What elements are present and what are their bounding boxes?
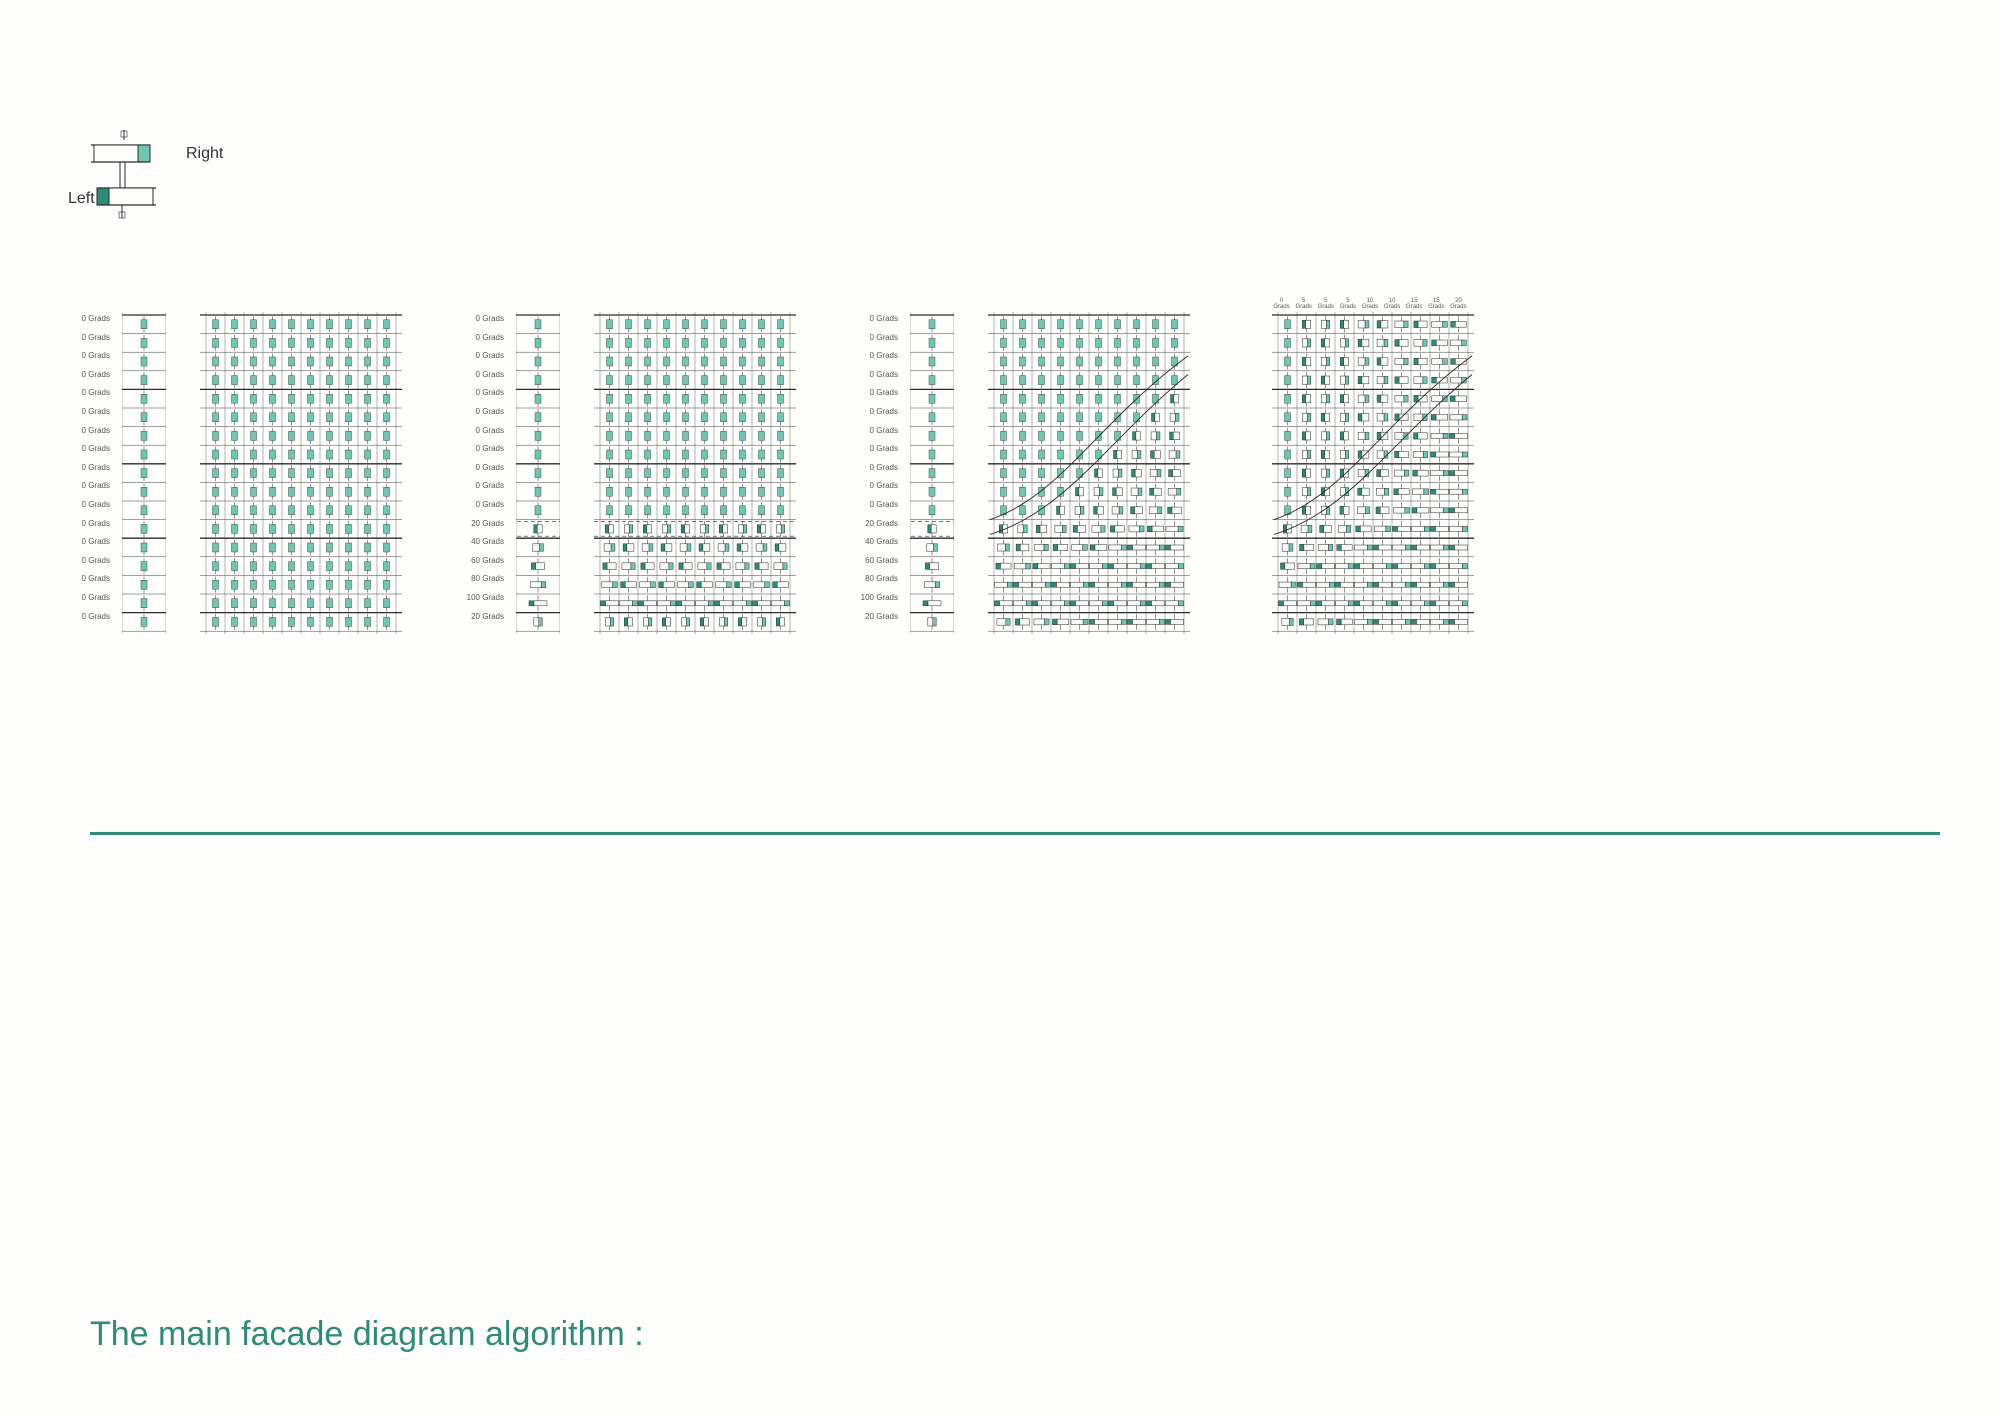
row-label: 0 Grads	[462, 366, 504, 385]
row-label: 60 Grads	[856, 552, 898, 571]
row-label: 0 Grads	[462, 329, 504, 348]
row-label: 0 Grads	[462, 496, 504, 515]
row-label: 0 Grads	[68, 552, 110, 571]
page: Right Left 0 Grads0 Grads0 Grads0 Grads0…	[0, 0, 2000, 1414]
row-label: 0 Grads	[68, 440, 110, 459]
row-label: 0 Grads	[68, 347, 110, 366]
top-labels: 0 Grads5 Grads5 Grads5 Grads10 Grads10 G…	[1272, 298, 1468, 310]
row-labels: 0 Grads0 Grads0 Grads0 Grads0 Grads0 Gra…	[68, 310, 110, 626]
row-label: 0 Grads	[68, 570, 110, 589]
top-label: 15 Grads	[1427, 298, 1446, 310]
row-label: 0 Grads	[462, 403, 504, 422]
top-label: 15 Grads	[1405, 298, 1424, 310]
row-label: 0 Grads	[462, 459, 504, 478]
legend-left-label: Left	[68, 190, 95, 208]
top-label: 5 Grads	[1338, 298, 1357, 310]
legend-right-label: Right	[186, 145, 223, 163]
row-label: 0 Grads	[68, 477, 110, 496]
facade-large	[594, 310, 796, 640]
row-label: 0 Grads	[856, 459, 898, 478]
row-label: 0 Grads	[856, 310, 898, 329]
facade-large	[200, 310, 402, 640]
top-label: 10 Grads	[1383, 298, 1402, 310]
row-label: 80 Grads	[856, 570, 898, 589]
row-label: 0 Grads	[68, 496, 110, 515]
page-title: The main facade diagram algorithm :	[90, 1315, 644, 1354]
top-label: 5 Grads	[1316, 298, 1335, 310]
row-label: 100 Grads	[856, 589, 898, 608]
facade-large	[1272, 310, 1474, 640]
row-label: 0 Grads	[68, 533, 110, 552]
row-label: 0 Grads	[856, 496, 898, 515]
row-label: 0 Grads	[856, 477, 898, 496]
row-label: 20 Grads	[462, 515, 504, 534]
facade-group: 0 Grads0 Grads0 Grads0 Grads0 Grads0 Gra…	[68, 310, 402, 640]
row-label: 0 Grads	[856, 366, 898, 385]
row-labels: 0 Grads0 Grads0 Grads0 Grads0 Grads0 Gra…	[856, 310, 898, 626]
row-label: 0 Grads	[68, 422, 110, 441]
row-label: 20 Grads	[462, 608, 504, 627]
facade-mini	[122, 310, 166, 640]
row-label: 0 Grads	[856, 384, 898, 403]
top-label: 0 Grads	[1272, 298, 1291, 310]
row-label: 20 Grads	[856, 608, 898, 627]
row-label: 0 Grads	[68, 366, 110, 385]
row-label: 0 Grads	[462, 422, 504, 441]
facade-group: 0 Grads0 Grads0 Grads0 Grads0 Grads0 Gra…	[462, 310, 796, 640]
top-label: 5 Grads	[1294, 298, 1313, 310]
top-label: 20 Grads	[1449, 298, 1468, 310]
facade-mini	[516, 310, 560, 640]
row-label: 0 Grads	[856, 440, 898, 459]
row-label: 0 Grads	[856, 403, 898, 422]
row-label: 40 Grads	[856, 533, 898, 552]
row-label: 0 Grads	[68, 384, 110, 403]
row-label: 0 Grads	[462, 384, 504, 403]
row-label: 0 Grads	[462, 477, 504, 496]
row-label: 100 Grads	[462, 589, 504, 608]
row-label: 0 Grads	[462, 440, 504, 459]
row-label: 0 Grads	[68, 459, 110, 478]
row-label: 0 Grads	[68, 310, 110, 329]
facade-group: 0 Grads0 Grads0 Grads0 Grads0 Grads0 Gra…	[856, 310, 1190, 640]
row-label: 60 Grads	[462, 552, 504, 571]
row-labels: 0 Grads0 Grads0 Grads0 Grads0 Grads0 Gra…	[462, 310, 504, 626]
row-label: 0 Grads	[68, 329, 110, 348]
row-label: 40 Grads	[462, 533, 504, 552]
legend: Right Left	[70, 130, 180, 230]
facade-group: 0 Grads5 Grads5 Grads5 Grads10 Grads10 G…	[1250, 310, 1474, 640]
row-label: 20 Grads	[856, 515, 898, 534]
row-label: 0 Grads	[856, 329, 898, 348]
facade-mini	[910, 310, 954, 640]
row-label: 0 Grads	[856, 422, 898, 441]
row-label: 0 Grads	[462, 347, 504, 366]
facade-row: 0 Grads0 Grads0 Grads0 Grads0 Grads0 Gra…	[0, 310, 1474, 640]
row-label: 0 Grads	[68, 589, 110, 608]
row-label: 0 Grads	[68, 608, 110, 627]
row-label: 0 Grads	[68, 403, 110, 422]
row-label: 0 Grads	[856, 347, 898, 366]
title-rule	[90, 832, 1940, 835]
row-label: 0 Grads	[462, 310, 504, 329]
legend-svg	[70, 130, 180, 230]
facade-large	[988, 310, 1190, 640]
row-label: 80 Grads	[462, 570, 504, 589]
top-label: 10 Grads	[1360, 298, 1379, 310]
row-label: 0 Grads	[68, 515, 110, 534]
